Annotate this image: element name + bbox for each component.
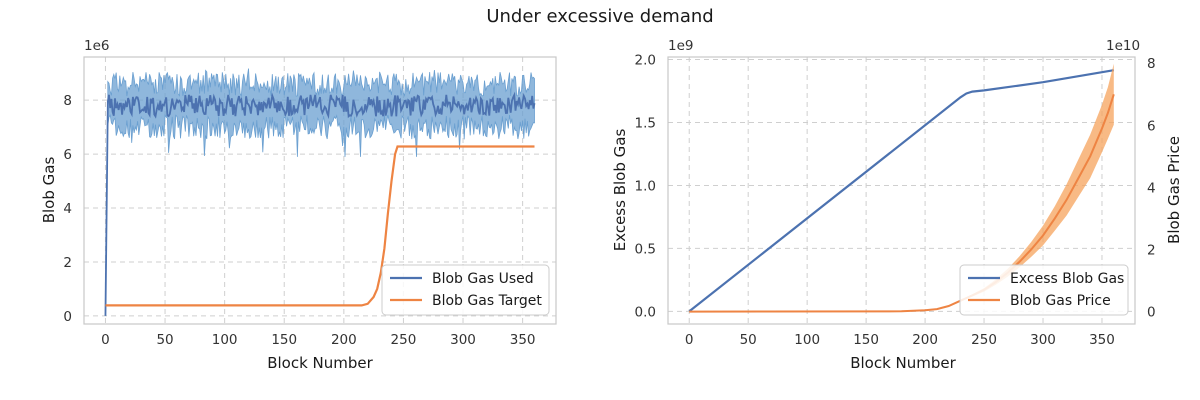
y-tick-label: 8	[63, 93, 72, 109]
legend-box	[959, 264, 1129, 316]
y-tick-label: 1.0	[635, 178, 656, 194]
x-tick-label: 100	[212, 332, 238, 348]
series-line-blob-gas-used	[104, 91, 536, 316]
right-y-axis-label: Blob Gas Price	[1165, 136, 1183, 244]
y-tick-label: 6	[63, 147, 72, 163]
x-tick-label: 300	[450, 332, 476, 348]
series-line-blob-gas-target	[105, 145, 535, 307]
axes-frame	[83, 56, 557, 325]
legend-label-blob-gas-target: Blob Gas Target	[432, 293, 542, 309]
y-axis-label: Excess Blob Gas	[611, 129, 629, 252]
y-exponent-label: 1e9	[668, 38, 693, 54]
legend-label-blob-gas-used: Blob Gas Used	[432, 271, 534, 287]
axes-frame	[667, 56, 1136, 325]
right-y-tick-label: 6	[1147, 118, 1156, 134]
y-tick-label: 0.0	[635, 304, 656, 320]
y-tick-label: 1.5	[635, 115, 656, 131]
x-tick-label: 50	[740, 332, 757, 348]
x-tick-label: 350	[1089, 332, 1115, 348]
legend: Excess Blob Gas Blob Gas Price	[959, 264, 1129, 316]
x-tick-label: 0	[101, 332, 110, 348]
right-y-tick-label: 4	[1147, 180, 1156, 196]
series-band-blob-gas-used	[107, 68, 535, 157]
x-tick-label: 300	[1030, 332, 1056, 348]
excess-blob-gas-chart: 0 50 100 150 200 250 300 350 0.0 0.5 1.0 1.5 2.0 0 2 4 6…	[611, 38, 1183, 372]
tick-labels: 0 50 100 150 200 250 300 350 0.0 0.5 1.0 1.5 2.0 0 2 4 6…	[635, 53, 1156, 348]
legend: Blob Gas Used Blob Gas Target	[381, 264, 550, 316]
series-line-excess-blob-gas	[688, 69, 1114, 313]
right-y-tick-label: 2	[1147, 242, 1156, 258]
x-tick-label: 200	[912, 332, 938, 348]
x-tick-label: 50	[156, 332, 173, 348]
x-tick-label: 100	[794, 332, 820, 348]
legend-label-blob-gas-price: Blob Gas Price	[1010, 293, 1111, 309]
y-axis-label: Blob Gas	[40, 157, 58, 224]
x-tick-label: 0	[685, 332, 694, 348]
x-tick-label: 350	[510, 332, 536, 348]
blob-gas-chart: 0 50 100 150 200 250 300 350 0 2 4 6 8 1e6 Block Num…	[40, 38, 557, 372]
right-y-exponent-label: 1e10	[1106, 38, 1140, 54]
y-tick-label: 2.0	[635, 53, 656, 69]
y-tick-label: 0.5	[635, 241, 656, 257]
y-tick-label: 4	[63, 201, 72, 217]
figure-title: Under excessive demand	[486, 6, 713, 27]
right-y-tick-label: 8	[1147, 56, 1156, 72]
legend-box	[381, 264, 550, 316]
x-tick-label: 150	[271, 332, 297, 348]
y-tick-label: 2	[63, 255, 72, 271]
right-y-tick-label: 0	[1147, 305, 1156, 321]
y-exponent-label: 1e6	[84, 38, 109, 54]
x-axis-label: Block Number	[267, 354, 373, 372]
x-axis-label: Block Number	[850, 354, 956, 372]
x-tick-label: 150	[853, 332, 879, 348]
legend-label-excess-blob-gas: Excess Blob Gas	[1010, 271, 1124, 287]
x-tick-label: 250	[391, 332, 417, 348]
plot-area	[104, 68, 536, 316]
x-tick-label: 200	[331, 332, 357, 348]
tick-labels: 0 50 100 150 200 250 300 350 0 2 4 6 8	[63, 93, 535, 348]
y-tick-label: 0	[63, 309, 72, 325]
x-tick-label: 250	[971, 332, 997, 348]
